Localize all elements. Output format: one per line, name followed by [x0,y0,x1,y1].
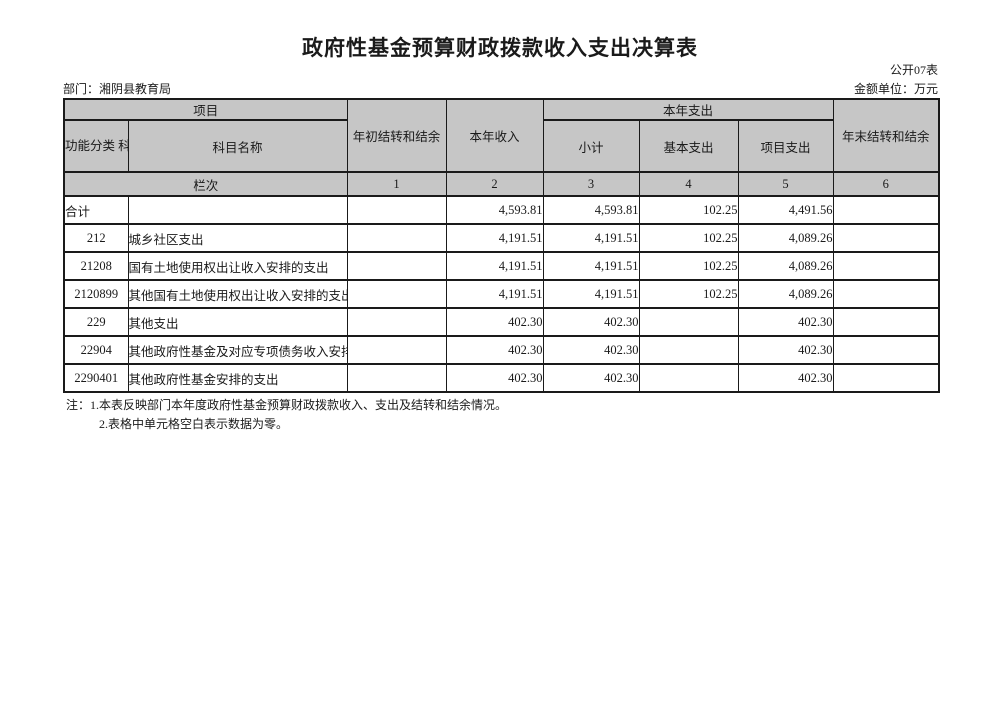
table-code-label: 公开07表 [889,63,938,77]
income-cell: 4,593.81 [445,195,544,225]
code-cell: 21208 [63,251,129,281]
name-cell: 城乡社区支出 [127,223,348,253]
closing-cell [832,335,940,365]
name-cell: 国有土地使用权出让收入安排的支出 [127,251,348,281]
header-row-column-numbers: 栏次 1 2 3 4 5 6 [63,171,940,197]
basic-cell [638,363,739,393]
subtotal-cell: 4,191.51 [542,279,640,309]
subtotal-cell: 4,593.81 [542,195,640,225]
column-number: 5 [737,171,834,197]
subtotal-cell: 402.30 [542,363,640,393]
basic-cell: 102.25 [638,251,739,281]
unit-label: 金额单位：万元 [853,82,938,96]
subtotal-cell: 402.30 [542,307,640,337]
fund-budget-table: 项目 年初结转和结余 本年收入 本年支出 年末结转和结余 功能分类 科目编码 科… [63,98,941,393]
footnote-line: 注：1.本表反映部门本年度政府性基金预算财政拨款收入、支出及结转和结余情况。 [66,398,508,412]
table-row: 2120899 其他国有土地使用权出让收入安排的支出 4,191.51 4,19… [63,279,940,309]
header-function-code: 功能分类 科目编码 [63,119,129,173]
column-number: 3 [542,171,640,197]
project-cell: 402.30 [737,335,834,365]
subtotal-cell: 402.30 [542,335,640,365]
table-row-total: 合计 4,593.81 4,593.81 102.25 4,491.56 [63,195,940,225]
income-cell: 4,191.51 [445,279,544,309]
column-number: 6 [832,171,940,197]
opening-cell [346,223,447,253]
project-cell: 402.30 [737,307,834,337]
column-number: 4 [638,171,739,197]
project-cell: 4,089.26 [737,223,834,253]
closing-cell [832,251,940,281]
header-subtotal: 小计 [542,119,640,173]
header-closing-balance: 年末结转和结余 [832,98,940,173]
income-cell: 402.30 [445,307,544,337]
department-label: 部门：湘阴县教育局 [63,82,172,96]
name-cell: 其他国有土地使用权出让收入安排的支出 [127,279,348,309]
code-cell: 合计 [63,195,129,225]
closing-cell [832,223,940,253]
opening-cell [346,335,447,365]
header-project-expenditure: 项目支出 [737,119,834,173]
code-cell: 2120899 [63,279,129,309]
footnotes: 注：1.本表反映部门本年度政府性基金预算财政拨款收入、支出及结转和结余情况。 2… [66,396,507,434]
header-row-groups: 项目 年初结转和结余 本年收入 本年支出 年末结转和结余 [63,98,940,173]
meta-row: 部门：湘阴县教育局 金额单位：万元 [63,80,938,97]
header-opening-balance: 年初结转和结余 [346,98,447,173]
header-current-income: 本年收入 [445,98,544,173]
project-cell: 4,089.26 [737,279,834,309]
header-current-expenditure: 本年支出 [542,98,834,121]
header-subject-name: 科目名称 [127,119,348,173]
code-cell: 229 [63,307,129,337]
header-row-labels: 功能分类 科目编码 科目名称 小计 基本支出 项目支出 [63,119,939,173]
opening-cell [346,279,447,309]
closing-cell [832,363,940,393]
code-cell: 212 [63,223,129,253]
table-row: 21208 国有土地使用权出让收入安排的支出 4,191.51 4,191.51… [63,251,940,281]
footnote-line: 2.表格中单元格空白表示数据为零。 [99,417,289,431]
basic-cell: 102.25 [638,223,739,253]
closing-cell [832,279,940,309]
opening-cell [346,363,447,393]
column-number: 1 [346,171,447,197]
header-project-group: 项目 [63,98,348,121]
name-cell [127,195,348,225]
subtotal-cell: 4,191.51 [542,251,640,281]
closing-cell [832,307,940,337]
project-cell: 4,491.56 [737,195,834,225]
name-cell: 其他支出 [127,307,348,337]
column-number: 2 [445,171,544,197]
code-cell: 2290401 [63,363,129,393]
subtotal-cell: 4,191.51 [542,223,640,253]
basic-cell [638,307,739,337]
income-cell: 4,191.51 [445,223,544,253]
table-row: 22904 其他政府性基金及对应专项债务收入安排的 402.30 402.30 … [63,335,940,365]
header-basic-expenditure: 基本支出 [638,119,739,173]
project-cell: 402.30 [737,363,834,393]
table-row: 212 城乡社区支出 4,191.51 4,191.51 102.25 4,08… [63,223,940,253]
opening-cell [346,307,447,337]
basic-cell: 102.25 [638,195,739,225]
code-cell: 22904 [63,335,129,365]
opening-cell [346,195,447,225]
closing-cell [832,195,940,225]
income-cell: 402.30 [445,335,544,365]
page-title: 政府性基金预算财政拨款收入支出决算表 [302,36,698,60]
basic-cell: 102.25 [638,279,739,309]
basic-cell [638,335,739,365]
project-cell: 4,089.26 [737,251,834,281]
income-cell: 4,191.51 [445,251,544,281]
table-row: 2290401 其他政府性基金安排的支出 402.30 402.30 402.3… [63,363,940,393]
opening-cell [346,251,447,281]
header-column-row-label: 栏次 [63,171,348,197]
name-cell: 其他政府性基金安排的支出 [127,363,348,393]
name-cell: 其他政府性基金及对应专项债务收入安排的 [127,335,348,365]
table-row: 229 其他支出 402.30 402.30 402.30 [63,307,940,337]
income-cell: 402.30 [445,363,544,393]
